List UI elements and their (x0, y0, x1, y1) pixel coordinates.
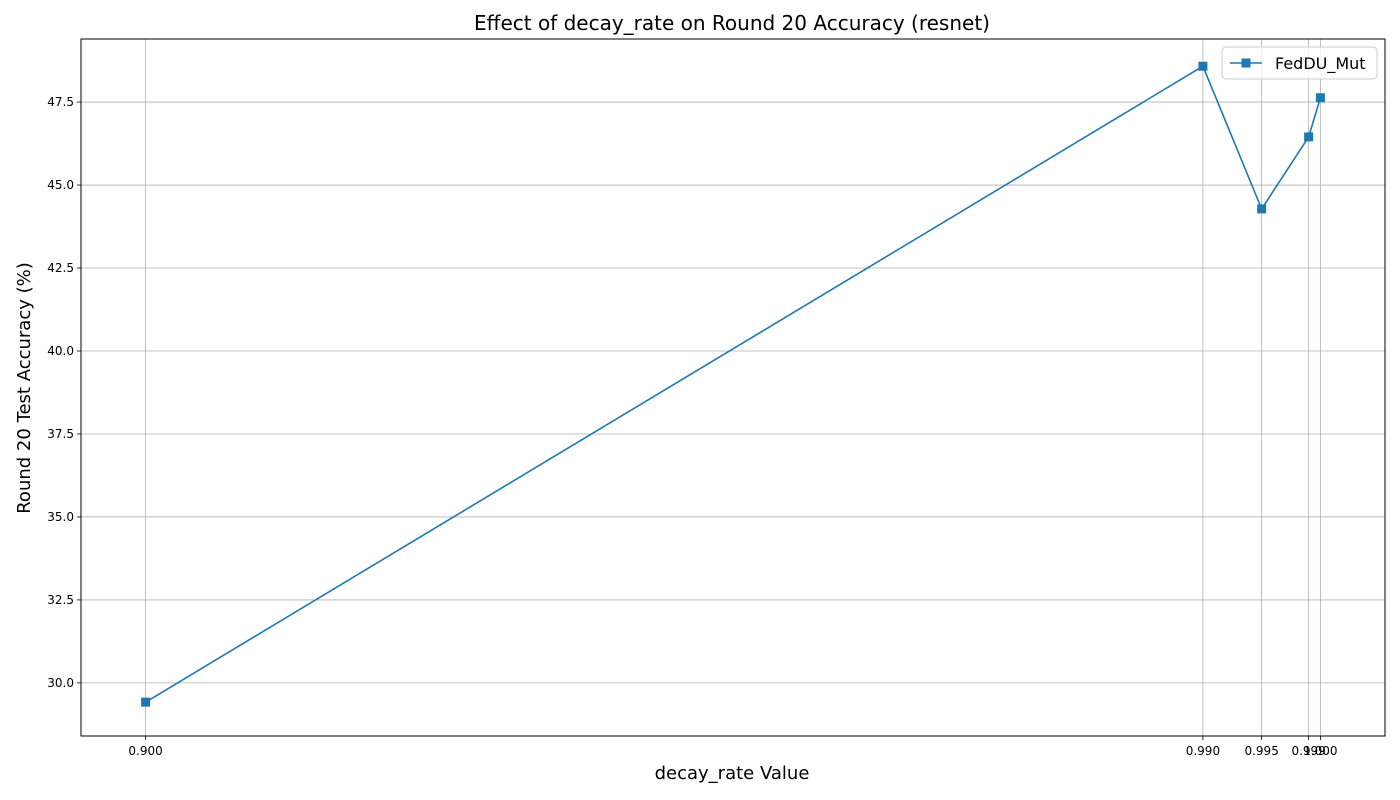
y-tick-label: 37.5 (47, 427, 74, 441)
x-axis-label: decay_rate Value (655, 763, 810, 784)
y-tick-label: 30.0 (47, 676, 74, 690)
y-tick-label: 47.5 (47, 95, 74, 109)
series-layer (141, 61, 1325, 707)
x-tick-label: 0.995 (1244, 744, 1278, 758)
x-tick-label: 1.000 (1303, 744, 1337, 758)
ticks-layer: 30.0 32.5 35.0 37.5 40.0 42.5 45.0 47.5 0.900 0.9… (47, 95, 1337, 758)
data-point (1304, 132, 1314, 142)
x-tick-label: 0.900 (128, 744, 162, 758)
x-tick-label: 0.990 (1186, 744, 1220, 758)
plot-frame (80, 38, 1386, 737)
series-line-feddu-mut (145, 65, 1322, 703)
y-tick-label: 32.5 (47, 593, 74, 607)
data-point (1198, 61, 1208, 71)
grid-layer (81, 39, 1385, 736)
data-point (141, 697, 151, 707)
data-point (1257, 204, 1267, 214)
legend-label-feddu-mut: FedDU_Mut (1275, 54, 1366, 74)
legend: FedDU_Mut (1221, 46, 1378, 80)
y-axis-label: Round 20 Test Accuracy (%) (14, 262, 35, 514)
y-tick-label: 35.0 (47, 510, 74, 524)
x-tick-label: 0.999 (1291, 744, 1325, 758)
data-point (1315, 93, 1325, 103)
chart-title: Effect of decay_rate on Round 20 Accurac… (474, 11, 990, 35)
legend-marker-feddu-mut (1241, 58, 1251, 68)
y-tick-label: 45.0 (47, 178, 74, 192)
legend-box (1221, 46, 1378, 80)
y-tick-label: 42.5 (47, 261, 74, 275)
y-tick-label: 40.0 (47, 344, 74, 358)
